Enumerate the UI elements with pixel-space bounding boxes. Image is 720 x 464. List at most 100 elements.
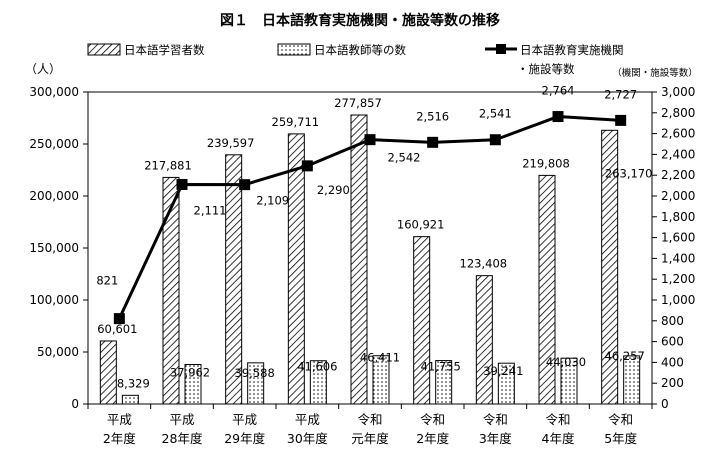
x-axis-tick-label: 平成: [295, 412, 320, 427]
point-institutions: [552, 111, 564, 123]
data-label-teachers: 39,241: [483, 364, 523, 378]
right-axis-tick-label: 3,000: [661, 85, 695, 99]
data-label-learners: 160,921: [397, 218, 445, 232]
left-axis-unit: （人）: [25, 62, 61, 76]
x-axis-tick-label: 3年度: [479, 431, 512, 446]
bar-learners: [287, 133, 305, 405]
x-axis-tick-label: 令和: [420, 412, 445, 427]
x-axis-tick-label: 平成: [107, 412, 132, 427]
legend-label-institutions-line2: ・施設等数: [517, 62, 575, 76]
point-institutions: [364, 134, 376, 146]
right-axis-tick-label: 1,800: [661, 210, 695, 224]
right-axis-tick-label: 800: [661, 314, 684, 328]
left-axis-tick-label: 100,000: [29, 293, 79, 307]
data-label-teachers: 41,755: [421, 360, 461, 374]
x-axis-tick-label: 2年度: [103, 431, 136, 446]
x-axis-tick-label: 平成: [232, 412, 257, 427]
legend-label-teachers: 日本語教師等の数: [314, 43, 406, 57]
data-label-institutions: 2,109: [256, 194, 289, 208]
x-axis-tick-label: 2年度: [416, 431, 449, 446]
bar-learners: [413, 236, 431, 405]
data-label-institutions: 2,727: [604, 87, 637, 101]
x-axis-tick-label: 4年度: [542, 431, 575, 446]
right-axis-tick-label: 2,600: [661, 127, 695, 141]
point-institutions: [427, 136, 439, 148]
data-label-teachers: 46,257: [605, 349, 645, 363]
plot-area: 0 50,000 100,000 150,000 200,000 250,000 300,0…: [29, 84, 695, 446]
x-axis-tick-label: 令和: [545, 412, 570, 427]
left-axis-tick-label: 50,000: [37, 345, 79, 359]
bar-learners: [99, 340, 117, 405]
bar-learners: [162, 176, 180, 405]
legend: 日本語学習者数 日本語教師等の数 日本語教育実施機関 ・施設等数: [87, 43, 624, 76]
legend-swatch-learners: [87, 43, 121, 56]
data-label-institutions: 2,290: [317, 183, 350, 197]
legend-marker-institutions: [496, 44, 506, 54]
bar-learners: [601, 129, 619, 405]
right-axis-tick-label: 0: [661, 397, 669, 411]
legend-label-institutions-line1: 日本語教育実施機関: [520, 43, 624, 57]
data-label-institutions: 2,516: [416, 109, 449, 123]
x-axis-tick-label: 令和: [608, 412, 633, 427]
x-axis-tick-label: 元年度: [351, 431, 389, 446]
legend-swatch-teachers: [277, 43, 311, 56]
x-axis-tick-label: 令和: [483, 412, 508, 427]
right-axis-tick-label: 1,200: [661, 272, 695, 286]
data-label-learners: 263,170: [605, 166, 653, 180]
left-axis-tick-label: 0: [71, 397, 79, 411]
point-institutions: [113, 313, 125, 325]
data-label-teachers: 44,030: [546, 355, 586, 369]
point-institutions: [301, 160, 313, 172]
data-label-teachers: 8,329: [117, 376, 150, 390]
legend-label-learners: 日本語学習者数: [124, 43, 205, 57]
bar-teachers: [623, 355, 641, 405]
left-axis-tick-label: 150,000: [29, 241, 79, 255]
right-axis-tick-label: 600: [661, 335, 684, 349]
bar-learners: [538, 174, 556, 405]
x-axis-tick-label: 29年度: [224, 431, 265, 446]
data-label-institutions: 2,542: [388, 151, 421, 165]
data-label-institutions: 821: [96, 274, 118, 288]
data-label-learners: 239,597: [207, 136, 255, 150]
bar-teachers: [560, 357, 578, 405]
bar-learners: [475, 275, 493, 405]
data-label-learners: 123,408: [460, 257, 508, 271]
data-label-teachers: 41,606: [297, 360, 337, 374]
bar-learners: [350, 114, 368, 405]
chart-title: 図１ 日本語教育実施機関・施設等数の推移: [220, 12, 500, 29]
right-axis-tick-label: 200: [661, 376, 684, 390]
bar-teachers: [247, 362, 265, 405]
data-label-learners: 277,857: [334, 96, 382, 110]
data-label-learners: 219,808: [522, 156, 570, 170]
bar-teachers: [184, 364, 202, 405]
right-axis-tick-label: 400: [661, 355, 684, 369]
data-label-learners: 217,881: [144, 158, 192, 172]
right-axis-tick-label: 1,400: [661, 251, 695, 265]
bar-teachers: [372, 355, 390, 405]
right-axis-tick-label: 2,200: [661, 168, 695, 182]
bar-teachers: [121, 394, 139, 405]
data-label-learners: 259,711: [272, 115, 320, 129]
bar-teachers: [435, 360, 453, 405]
right-axis-tick-label: 2,400: [661, 147, 695, 161]
point-institutions: [176, 178, 188, 190]
data-label-institutions: 2,764: [542, 84, 575, 98]
data-label-learners: 60,601: [97, 322, 137, 336]
bar-learners: [225, 154, 243, 405]
right-axis-unit: （機関・施設等数）: [612, 67, 698, 79]
point-institutions: [239, 179, 251, 191]
right-axis-tick-label: 2,800: [661, 106, 695, 120]
x-axis-tick-label: 30年度: [287, 431, 328, 446]
right-axis-tick-label: 2,000: [661, 189, 695, 203]
data-label-teachers: 39,588: [235, 366, 275, 380]
bar-teachers: [309, 360, 327, 405]
bar-teachers: [497, 362, 515, 405]
data-label-teachers: 46,411: [360, 351, 400, 365]
left-axis-tick-label: 250,000: [29, 137, 79, 151]
data-label-institutions: 2,541: [479, 107, 512, 121]
point-institutions: [615, 114, 627, 126]
left-axis-tick-label: 300,000: [29, 85, 79, 99]
x-axis-tick-label: 令和: [357, 412, 382, 427]
data-label-institutions: 2,111: [194, 203, 227, 217]
